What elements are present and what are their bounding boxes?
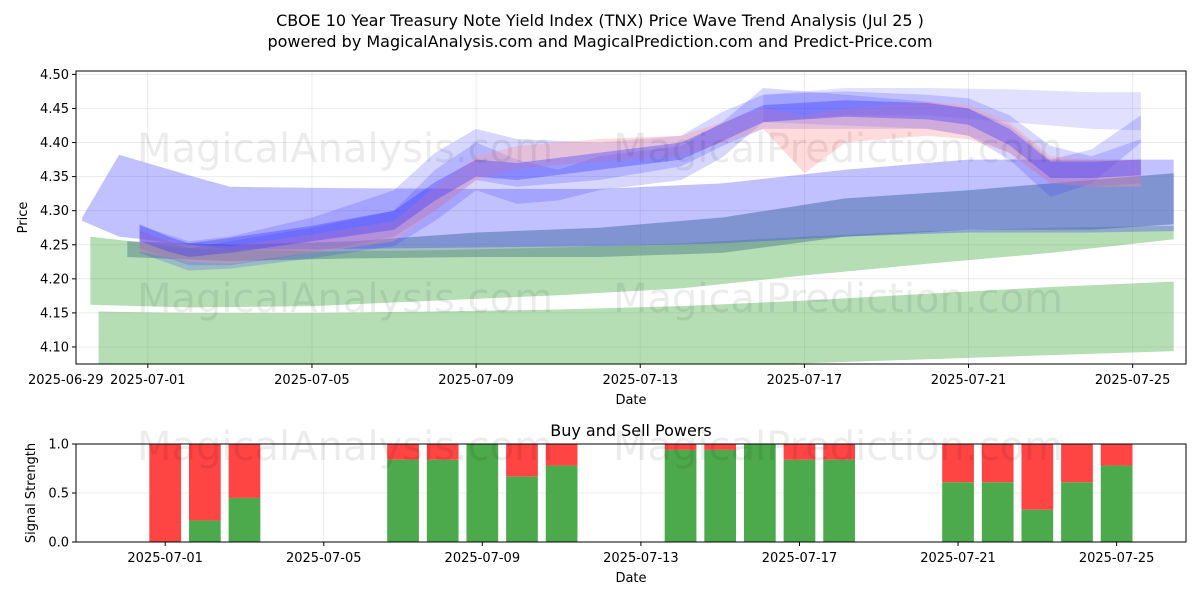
band-blue_wave_2 — [139, 88, 1141, 271]
price-x-axis-label: Date — [615, 393, 646, 408]
buy-bar — [545, 465, 578, 542]
x-tick-label: 2025-07-21 — [920, 551, 996, 566]
chart-title-line1: CBOE 10 Year Treasury Note Yield Index (… — [276, 11, 924, 30]
watermark-bottom-right: MagicalPrediction.com — [613, 424, 1063, 470]
signal-y-ticks: 0.0 0.5 1.0 — [48, 438, 76, 551]
band-red_wave — [139, 101, 1141, 264]
sell-bar — [1021, 444, 1054, 510]
x-tick-label: 2025-07-01 — [127, 551, 203, 566]
x-tick-label: 2025-07-21 — [931, 373, 1007, 388]
signal-y-axis-label: Signal Strength — [24, 443, 39, 543]
band-green_band_upper — [90, 225, 1174, 308]
sell-bar — [1061, 444, 1093, 483]
price-x-ticks: 2025-06-29 2025-07-01 2025-07-05 2025-07-09… — [28, 364, 1170, 388]
x-tick-label: 2025-07-17 — [767, 373, 843, 388]
sell-bar — [149, 444, 182, 542]
sell-bar — [942, 444, 974, 483]
x-tick-label: 2025-07-05 — [286, 551, 362, 566]
watermark-top-right: MagicalPrediction.com — [613, 126, 1063, 172]
signal-x-ticks: 2025-07-01 2025-07-05 2025-07-09 2025-07-13… — [127, 542, 1154, 566]
buy-bar — [228, 497, 261, 542]
y-tick-label: 4.10 — [40, 340, 69, 355]
signal-chart-title: Buy and Sell Powers — [550, 421, 712, 440]
watermark-top-left: MagicalAnalysis.com — [137, 126, 553, 172]
x-tick-label: 2025-07-09 — [438, 373, 514, 388]
x-tick-label: 2025-07-09 — [445, 551, 521, 566]
y-tick-label: 0.0 — [48, 536, 69, 551]
x-tick-label: 2025-07-25 — [1079, 551, 1155, 566]
x-tick-label: 2025-07-25 — [1095, 373, 1171, 388]
watermark-mid-right: MagicalPrediction.com — [613, 276, 1063, 322]
band-purple_core — [139, 100, 1141, 257]
price-axes-frame — [75, 70, 1187, 365]
sell-bar — [823, 444, 855, 460]
signal-bars — [149, 444, 1133, 542]
chart-title-line2: powered by MagicalAnalysis.com and Magic… — [267, 32, 932, 51]
band-blue_wide_band — [82, 154, 1174, 250]
price-chart: 4.10 4.15 4.20 4.25 4.30 4.35 4.40 4.45 4.50 2025… — [16, 68, 1187, 408]
sell-bar — [1100, 444, 1133, 466]
sell-bar — [426, 444, 459, 460]
sell-bar — [188, 444, 221, 521]
buy-bar — [387, 459, 419, 542]
buy-bar — [466, 444, 499, 542]
band-teal_band — [127, 173, 1174, 262]
sell-bar — [228, 444, 261, 498]
y-tick-label: 4.15 — [40, 306, 69, 321]
band-blue_upper_band — [763, 88, 1141, 131]
buy-bar — [942, 482, 974, 542]
x-tick-label: 2025-07-13 — [602, 373, 678, 388]
y-tick-label: 4.40 — [40, 136, 69, 151]
buy-bar — [981, 482, 1014, 542]
y-tick-label: 0.5 — [48, 487, 69, 502]
sell-bar — [506, 444, 538, 477]
buy-bar — [743, 444, 776, 542]
x-tick-label: 2025-07-17 — [762, 551, 838, 566]
band-blue_wave_1 — [139, 91, 1141, 266]
price-y-ticks: 4.10 4.15 4.20 4.25 4.30 4.35 4.40 4.45 4.50 — [40, 68, 76, 355]
buy-bar — [823, 459, 855, 542]
buy-bar — [1061, 482, 1093, 542]
x-tick-label: 2025-06-29 — [28, 373, 104, 388]
buy-bar — [704, 449, 737, 542]
y-tick-label: 4.45 — [40, 102, 69, 117]
buy-bar — [426, 459, 459, 542]
sell-bar — [783, 444, 816, 460]
buy-bar — [188, 520, 221, 542]
price-y-axis-label: Price — [16, 202, 31, 234]
y-tick-label: 1.0 — [48, 438, 69, 453]
band-green_band_lower — [98, 281, 1174, 364]
y-tick-label: 4.30 — [40, 204, 69, 219]
buy-bar — [1021, 509, 1054, 542]
y-tick-label: 4.35 — [40, 170, 69, 185]
y-tick-label: 4.50 — [40, 68, 69, 83]
buy-bar — [664, 449, 697, 542]
watermark-bottom-left: MagicalAnalysis.com — [137, 424, 553, 470]
x-tick-label: 2025-07-05 — [274, 373, 350, 388]
y-tick-label: 4.25 — [40, 238, 69, 253]
buy-bar — [506, 476, 538, 542]
sell-bar — [704, 444, 737, 450]
price-bands — [82, 88, 1174, 364]
sell-bar — [387, 444, 419, 460]
sell-bar — [981, 444, 1014, 483]
x-tick-label: 2025-07-13 — [603, 551, 679, 566]
signal-x-axis-label: Date — [615, 571, 646, 586]
buy-bar — [783, 459, 816, 542]
sell-bar — [664, 444, 697, 450]
watermark-mid-left: MagicalAnalysis.com — [137, 276, 553, 322]
sell-bar — [545, 444, 578, 466]
x-tick-label: 2025-07-01 — [110, 373, 186, 388]
y-tick-label: 4.20 — [40, 272, 69, 287]
buy-bar — [1100, 465, 1133, 542]
